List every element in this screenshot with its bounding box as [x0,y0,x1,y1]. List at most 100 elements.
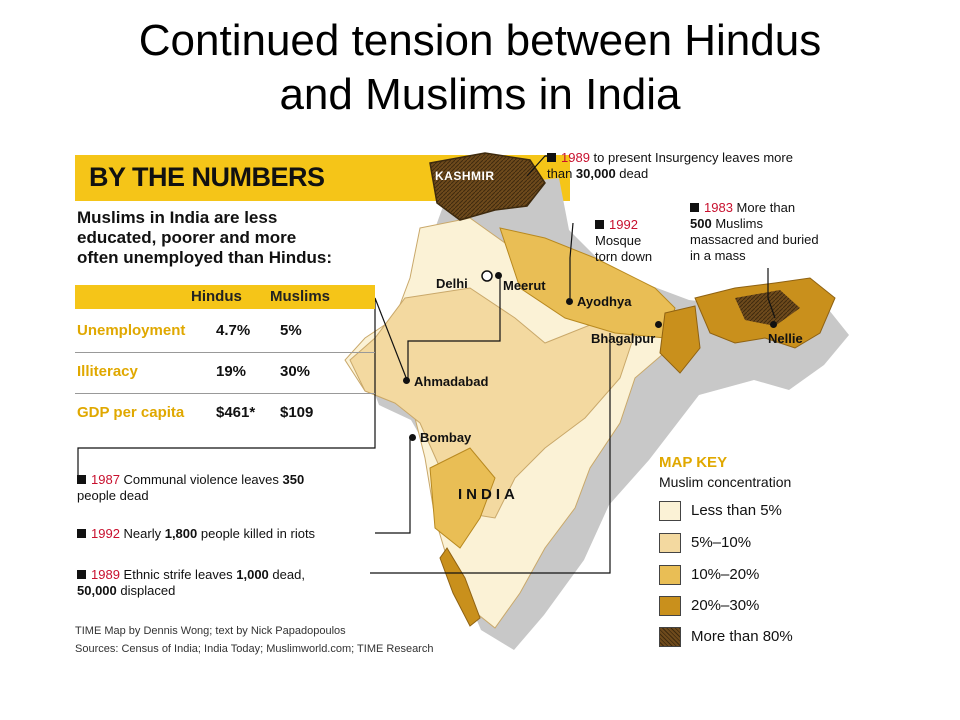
bullet-square-icon [690,203,699,212]
city-label-bombay: Bombay [420,430,472,445]
row-hindus-value: $461* [216,404,256,421]
annotation-text: Communal violence leaves [119,472,283,487]
numbers-headline: Muslims in India are less educated, poor… [77,208,377,268]
annotation-text: Mosque [595,233,642,248]
legend-label: 20%–30% [691,597,760,614]
map-key-title: MAP KEY [659,454,728,471]
annotation-text: massacred and buried [690,232,819,247]
city-dot-nellie [770,321,777,328]
legend-swatch [659,501,681,521]
table-row: GDP per capita $461* $109 [75,394,375,434]
col-header-hindus: Hindus [191,288,242,305]
annotation-text: people killed in riots [197,526,316,541]
annotation-text: Nearly [119,526,165,541]
annotation-1987: 1987 Communal violence leaves 350 people… [77,472,304,504]
legend-label: 10%–20% [691,566,760,583]
annotation-number: 1,800 [164,526,198,541]
legend-label: More than 80% [691,628,793,645]
slide-title-line-2: and Muslims in India [279,70,681,119]
row-label: Illiteracy [77,363,138,380]
annotation-number: 500 [690,216,712,231]
leader-nellie [767,268,776,319]
row-label: GDP per capita [77,404,185,421]
sources-line: Sources: Census of India; India Today; M… [75,643,434,655]
annotation-1989-strife: 1989 Ethnic strife leaves 1,000 dead, 50… [77,567,305,599]
annotation-1992-riots: 1992 Nearly 1,800 people killed in riots [77,526,315,542]
legend-swatch [659,596,681,616]
annotation-year: 1987 [91,472,120,487]
row-muslims-value: 5% [280,322,302,339]
city-label-meerut: Meerut [503,278,546,293]
table-header: Hindus Muslims [75,285,375,309]
leader-bombay [375,437,413,534]
annotation-text: Muslims [711,216,763,231]
leader-1987 [77,297,408,478]
annotation-number: 350 [282,472,305,487]
delhi-marker [481,270,493,282]
annotation-year: 1992 [609,217,638,232]
annotation-text: displaced [116,583,176,598]
slide-title: Continued tension between Hindus and Mus… [0,14,960,122]
city-dot-meerut [495,272,502,279]
legend-swatch [659,565,681,585]
northeast-hatch [735,290,800,326]
annotation-text: than [547,166,576,181]
annotation-year: 1989 [91,567,120,582]
infographic: BY THE NUMBERS [75,148,865,663]
legend-label: Less than 5% [691,502,782,519]
kashmir-label: KASHMIR [435,169,495,183]
table-row: Unemployment 4.7% 5% [75,312,375,353]
city-dot-bombay [409,434,416,441]
bullet-square-icon [77,570,86,579]
annotation-text: More than [732,200,796,215]
annotation-year: 1983 [704,200,733,215]
table-row: Illiteracy 19% 30% [75,353,375,394]
kashmir-region [429,152,546,221]
annotation-nellie: 1983 More than 500 Muslims massacred and… [690,200,819,264]
row-muslims-value: $109 [280,404,314,421]
city-label-ayodhya: Ayodhya [577,294,632,309]
credit-line: TIME Map by Dennis Wong; text by Nick Pa… [75,625,346,637]
map-key-subtitle: Muslim concentration [659,474,792,490]
annotation-number: 30,000 [575,166,616,181]
row-hindus-value: 19% [216,363,247,380]
annotation-number: 1,000 [236,567,269,582]
row-label: Unemployment [77,322,186,339]
city-dot-ahmadabad [403,377,410,384]
slide-title-line-1: Continued tension between Hindus [138,16,822,65]
leader-bhagalpur [370,333,611,574]
bullet-square-icon [595,220,604,229]
annotation-year: 1992 [91,526,120,541]
bullet-square-icon [77,529,86,538]
annotation-year: 1989 [561,150,590,165]
bullet-square-icon [77,475,86,484]
india-map [77,152,849,650]
legend-label: 5%–10% [691,534,752,551]
legend-swatch [659,533,681,553]
annotation-number: 50,000 [77,583,117,598]
annotation-text: people dead [77,488,149,503]
city-label-delhi: Delhi [436,276,468,291]
row-muslims-value: 30% [280,363,311,380]
col-header-muslims: Muslims [270,288,331,305]
city-label-ahmadabad: Ahmadabad [414,374,489,389]
annotation-ayodhya: 1992 Mosque torn down [595,217,652,265]
annotation-text: Ethnic strife leaves [119,567,237,582]
annotation-kashmir: 1989 to present Insurgency leaves more t… [547,150,793,182]
region-20-30-bengal [659,305,701,374]
city-label-bhagalpur: Bhagalpur [591,331,656,346]
city-dot-bhagalpur [655,321,662,328]
headline-line-3: often unemployed than Hindus: [77,248,332,267]
leader-ayodhya [569,222,574,298]
annotation-text: in a mass [690,248,746,263]
row-hindus-value: 4.7% [216,322,251,339]
region-5-10-central [349,287,636,519]
legend-swatch [659,627,681,647]
city-label-nellie: Nellie [768,331,803,346]
annotation-text: to present Insurgency leaves more [589,150,793,165]
bullet-square-icon [547,153,556,162]
annotation-text: torn down [595,249,653,264]
annotation-text: dead [615,166,649,181]
city-dot-ayodhya [566,298,573,305]
banner-text: BY THE NUMBERS [89,162,325,192]
